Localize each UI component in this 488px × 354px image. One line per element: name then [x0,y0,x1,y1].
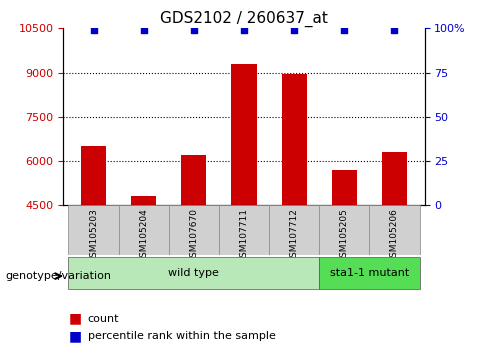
Point [341,27,348,33]
Text: wild type: wild type [168,268,219,278]
FancyBboxPatch shape [68,257,319,289]
Text: ■: ■ [68,329,81,343]
Bar [319,205,369,255]
Bar [332,170,357,205]
Bar [219,205,269,255]
Text: GSM105206: GSM105206 [390,208,399,263]
Point [390,27,398,33]
Text: GSM105204: GSM105204 [139,208,148,263]
Text: sta1-1 mutant: sta1-1 mutant [330,268,409,278]
Title: GDS2102 / 260637_at: GDS2102 / 260637_at [160,11,328,27]
Bar [131,196,156,205]
Bar [369,205,420,255]
Bar [269,205,319,255]
Bar [382,152,407,205]
Text: GSM107711: GSM107711 [240,208,248,263]
Point [140,27,147,33]
Bar [169,205,219,255]
Text: GSM105203: GSM105203 [89,208,98,263]
Text: genotype/variation: genotype/variation [5,271,111,281]
Text: count: count [88,314,120,324]
Bar [119,205,169,255]
Point [90,27,98,33]
Bar [282,74,306,205]
Bar [81,146,106,205]
Text: ■: ■ [68,312,81,326]
Text: percentile rank within the sample: percentile rank within the sample [88,331,276,341]
FancyBboxPatch shape [319,257,420,289]
Text: GSM107670: GSM107670 [189,208,198,263]
Point [290,27,298,33]
Bar [182,155,206,205]
Point [190,27,198,33]
Point [240,27,248,33]
Bar [231,64,257,205]
Text: GSM107712: GSM107712 [290,208,299,263]
Text: GSM105205: GSM105205 [340,208,349,263]
Bar [68,205,119,255]
